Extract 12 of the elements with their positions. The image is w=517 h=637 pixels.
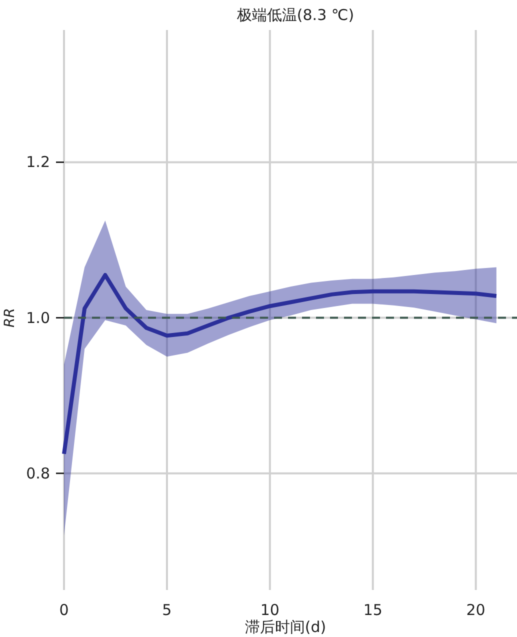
y-tick-label: 1.0 xyxy=(26,308,50,327)
y-tick-label: 1.2 xyxy=(26,153,50,172)
x-tick-label: 10 xyxy=(260,601,280,619)
x-tick-label: 20 xyxy=(466,601,486,619)
x-axis-title: 滞后时间(d) xyxy=(244,618,326,636)
y-tick-label: 0.8 xyxy=(26,464,50,482)
line-series xyxy=(62,273,498,456)
x-tick-label: 15 xyxy=(363,601,382,619)
chart-title: 极端低温(8.3 ℃) xyxy=(236,6,354,24)
x-tick-label: 5 xyxy=(162,601,172,619)
x-tick-label: 0 xyxy=(59,601,69,619)
y-axis-title: RR xyxy=(2,308,18,328)
